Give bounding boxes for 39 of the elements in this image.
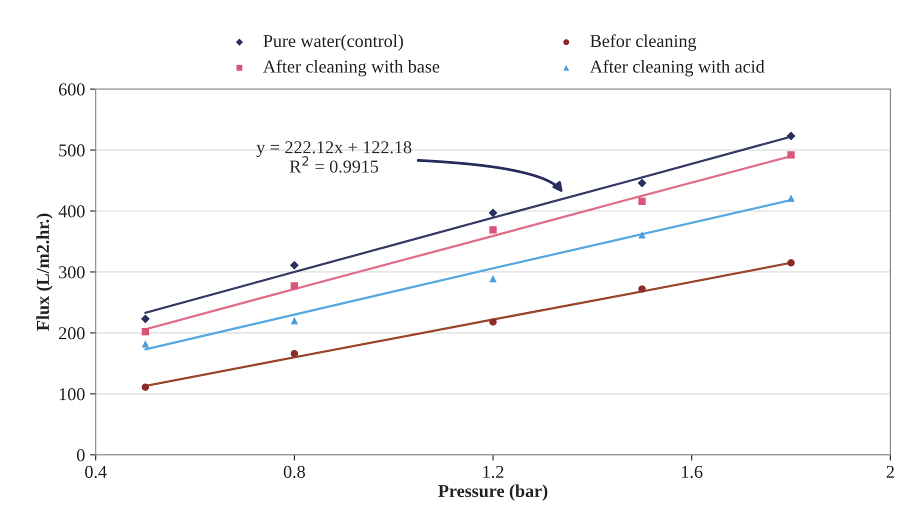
- x-tick-label: 0.4: [85, 466, 107, 478]
- point: [140, 314, 150, 324]
- point: [786, 132, 796, 140]
- x-tick-label: 2: [886, 466, 894, 478]
- point: [787, 151, 795, 159]
- point: [787, 194, 795, 202]
- point: [142, 340, 150, 348]
- y-tick-label: 300: [59, 266, 85, 278]
- x-tick-label: 1.6: [682, 466, 702, 478]
- point: [290, 317, 298, 324]
- point: [489, 318, 497, 326]
- point: [638, 231, 646, 238]
- point: [488, 208, 498, 218]
- y-tick-label: 600: [58, 83, 85, 96]
- legend-label: Befor cleaning: [590, 34, 696, 51]
- point: [489, 274, 497, 282]
- point: [638, 178, 646, 188]
- point: [290, 350, 298, 358]
- y-tick-label: 0: [76, 449, 85, 462]
- point: [787, 259, 795, 266]
- annotation: y = 222.12x + 122.18 R$^{2}$ = 0.9915: [256, 141, 412, 173]
- point: [290, 260, 299, 270]
- legend-label: After cleaning with acid: [590, 60, 764, 76]
- x-axis-title: Pressure (bar): [438, 484, 548, 501]
- y-tick-label: 500: [59, 144, 85, 156]
- point: [290, 282, 298, 290]
- x-tick-label: 1.2: [483, 466, 504, 478]
- point: [638, 198, 646, 205]
- point: [489, 226, 497, 234]
- y-tick-label: 400: [58, 205, 85, 218]
- point: [638, 285, 646, 293]
- legend-label: After cleaning with base: [263, 60, 440, 76]
- legend-label: Pure water(control): [263, 34, 403, 51]
- point: [142, 383, 150, 391]
- x-tick-label: 0.8: [284, 466, 305, 478]
- y-axis-title: Flux (L/m2.hr.): [36, 214, 53, 331]
- y-tick-label: 200: [59, 327, 85, 340]
- y-tick-label: 100: [60, 388, 85, 400]
- point: [142, 328, 150, 336]
